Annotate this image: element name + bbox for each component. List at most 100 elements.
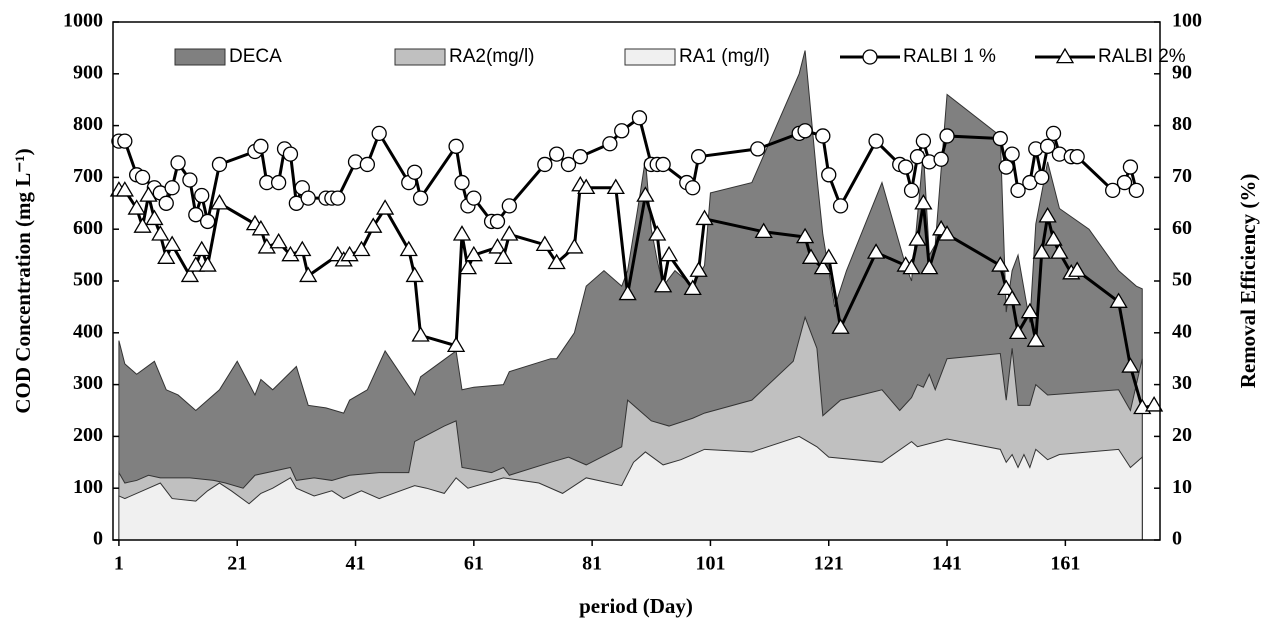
lines (109, 110, 1164, 415)
triangle-marker (997, 279, 1016, 296)
circle-marker (282, 146, 299, 162)
circle-marker (548, 146, 565, 162)
circle-marker (117, 133, 133, 149)
triangle-marker (257, 238, 276, 254)
circle-marker (199, 213, 216, 230)
triangle-marker (180, 266, 200, 283)
y2-tick-label: 40 (1172, 320, 1192, 342)
circle-marker (750, 141, 766, 157)
triangle-marker (991, 256, 1010, 272)
triangle-marker (577, 178, 596, 195)
circle-marker (371, 125, 387, 142)
triangle-marker (251, 219, 271, 236)
triangle-marker (1144, 396, 1164, 412)
circle-marker (690, 149, 707, 165)
triangle-marker (648, 225, 667, 241)
circle-marker (300, 190, 316, 206)
circle-marker (1039, 138, 1056, 154)
circle-marker (466, 190, 482, 206)
triangle-marker (908, 230, 927, 246)
triangle-marker (1050, 243, 1069, 259)
circle-marker (903, 182, 920, 199)
triangle-marker (565, 238, 584, 254)
triangle-marker (145, 209, 164, 226)
triangle-marker (163, 235, 182, 251)
triangle-marker (819, 248, 838, 264)
circle-marker (685, 180, 701, 196)
circle-marker (602, 136, 618, 152)
legend-swatch (624, 48, 676, 66)
triangle-marker (937, 225, 957, 241)
triangle-marker (1032, 243, 1051, 259)
triangle-marker (1002, 289, 1022, 306)
y-tick-label: 100 (73, 476, 103, 498)
triangle-marker (689, 261, 708, 277)
triangle-marker (281, 245, 300, 262)
triangle-marker (1109, 292, 1128, 308)
circle-marker (134, 169, 151, 186)
triangle-marker (920, 258, 939, 275)
circle-marker (448, 138, 464, 154)
triangle-marker (127, 199, 146, 215)
circle-marker (998, 159, 1014, 175)
y-tick-label: 0 (93, 528, 103, 550)
circle-marker (489, 213, 506, 230)
circle-marker (933, 151, 949, 167)
circle-marker (188, 207, 204, 223)
circle-marker (164, 180, 180, 196)
legend-swatch (394, 48, 446, 66)
circle-marker (501, 198, 517, 214)
circle-marker (1034, 169, 1050, 186)
y-tick-label: 500 (73, 269, 103, 291)
circle-marker (897, 159, 914, 175)
triangle-marker (618, 284, 637, 301)
circle-marker (821, 167, 837, 183)
x-axis-title: period (Day) (579, 594, 693, 618)
legend-label: RALBI 2% (1098, 46, 1186, 67)
circle-marker (815, 128, 831, 144)
circle-marker (655, 156, 671, 173)
circle-marker (270, 174, 287, 191)
triangle-marker (813, 258, 832, 275)
circle-marker (631, 110, 648, 126)
circle-marker (537, 156, 553, 173)
y2-tick-label: 80 (1172, 113, 1192, 135)
circle-marker (454, 174, 470, 191)
legend-label: RA1 (mg/l) (679, 46, 770, 67)
y2-tick-label: 50 (1172, 269, 1192, 291)
triangle-marker (411, 326, 430, 342)
x-tick-label: 61 (464, 553, 484, 575)
triangle-marker (1008, 323, 1028, 340)
circle-marker (560, 156, 577, 173)
triangle-marker (405, 266, 424, 283)
circle-marker (797, 123, 813, 139)
circle-marker (1105, 182, 1121, 199)
y2-tick-label: 100 (1172, 10, 1202, 32)
triangle-marker (695, 209, 714, 226)
y-tick-label: 700 (73, 165, 103, 187)
triangle-marker (399, 240, 418, 257)
circle-marker (1116, 174, 1133, 191)
triangle-marker (914, 194, 933, 210)
axes: 0 100 200 300 400 500 600 700 800 900 1000 0 10 20 30 4… (63, 10, 1202, 575)
triangle-marker (488, 238, 507, 254)
legend-label: RALBI 1 % (903, 46, 996, 67)
circle-marker (170, 155, 186, 171)
circle-marker (1004, 146, 1020, 162)
triangle-marker (375, 199, 395, 215)
plot-frame (112, 21, 1161, 541)
circle-marker (868, 133, 884, 149)
circle-marker (1010, 182, 1026, 199)
circle-marker (1122, 159, 1139, 175)
circle-marker (992, 130, 1008, 147)
circle-marker (330, 190, 346, 206)
y-tick-label: 200 (73, 424, 103, 446)
triangle-marker (659, 245, 679, 262)
triangle-marker (606, 178, 625, 195)
triangle-marker (133, 217, 152, 233)
triangle-marker (340, 245, 359, 262)
y2-tick-label: 0 (1172, 528, 1182, 550)
x-tick-label: 41 (346, 553, 366, 575)
circle-marker (614, 123, 630, 139)
triangle-marker (293, 240, 312, 257)
